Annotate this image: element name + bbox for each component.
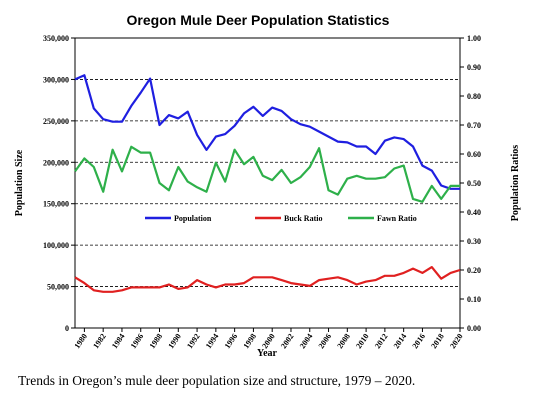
x-tick-label: 1982 <box>91 332 108 350</box>
y-tick-label: 0 <box>65 324 69 333</box>
y2-tick-label: 0.10 <box>467 295 481 304</box>
x-tick-label: 1986 <box>129 332 146 350</box>
y-tick-label: 50,000 <box>47 283 69 292</box>
y-tick-label: 100,000 <box>43 241 69 250</box>
y-tick-label: 300,000 <box>43 75 69 84</box>
y-tick-label: 150,000 <box>43 200 69 209</box>
plot-area-frame <box>74 37 461 329</box>
x-tick-label: 2016 <box>411 332 428 350</box>
x-tick-label: 1990 <box>166 332 183 350</box>
gridlines <box>75 79 460 287</box>
legend-label-buck-ratio: Buck Ratio <box>284 214 322 223</box>
y2-tick-label: 0.20 <box>467 266 481 275</box>
series-line-population <box>74 74 460 190</box>
y2-axis-ticks: 0.00 0.10 0.20 0.30 0.40 0.50 0.60 0.70 0.80 0.90… <box>460 34 481 333</box>
x-tick-label: 2014 <box>392 332 409 350</box>
chart-title: Oregon Mule Deer Population Statistics <box>127 12 390 28</box>
x-axis-ticks: 1980 1982 1984 1986 1988 1990 1992 1994 1996 1998… <box>72 328 465 350</box>
x-tick-label: 2008 <box>335 332 352 350</box>
x-axis-label: Year <box>257 348 278 359</box>
y2-tick-label: 0.70 <box>467 121 481 130</box>
y-axis-ticks: 0 50,000 100,000 150,000 200,000 250,000 300,0… <box>43 34 75 333</box>
x-tick-label: 2010 <box>354 332 371 350</box>
x-tick-label: 1992 <box>185 332 202 350</box>
y2-tick-label: 0.40 <box>467 208 481 217</box>
y2-tick-label: 1.00 <box>467 34 481 43</box>
x-tick-label: 2006 <box>317 332 334 350</box>
x-tick-label: 1996 <box>223 332 240 350</box>
y-tick-label: 250,000 <box>43 117 69 126</box>
y2-tick-label: 0.00 <box>467 324 481 333</box>
y2-tick-label: 0.90 <box>467 63 481 72</box>
series-line-buck-ratio <box>74 266 461 293</box>
x-tick-label: 2020 <box>448 332 465 350</box>
x-tick-label: 1988 <box>148 332 165 350</box>
chart: Oregon Mule Deer Population Statistics 0… <box>14 12 521 359</box>
x-tick-label: 1984 <box>110 332 127 350</box>
y2-tick-label: 0.80 <box>467 92 481 101</box>
y2-axis-label: Population Ratios <box>510 145 521 222</box>
x-tick-label: 2012 <box>373 332 390 350</box>
y-axis-label: Population Size <box>14 149 25 216</box>
legend-label-population: Population <box>174 214 212 223</box>
y2-tick-label: 0.50 <box>467 179 481 188</box>
figure-caption: Trends in Oregon’s mule deer population … <box>18 373 416 388</box>
x-tick-label: 1980 <box>72 332 89 350</box>
x-tick-label: 2004 <box>298 332 315 350</box>
legend: Population Buck Ratio Fawn Ratio <box>145 214 417 223</box>
x-tick-label: 1994 <box>204 332 221 350</box>
y-tick-label: 200,000 <box>43 158 69 167</box>
x-tick-label: 2018 <box>429 332 446 350</box>
legend-label-fawn-ratio: Fawn Ratio <box>377 214 417 223</box>
series-line-fawn-ratio <box>74 145 460 203</box>
y2-tick-label: 0.60 <box>467 150 481 159</box>
series-lines <box>74 74 461 293</box>
y-tick-label: 350,000 <box>43 34 69 43</box>
x-tick-label: 1998 <box>242 332 259 350</box>
y2-tick-label: 0.30 <box>467 237 481 246</box>
x-tick-label: 2002 <box>279 332 296 350</box>
